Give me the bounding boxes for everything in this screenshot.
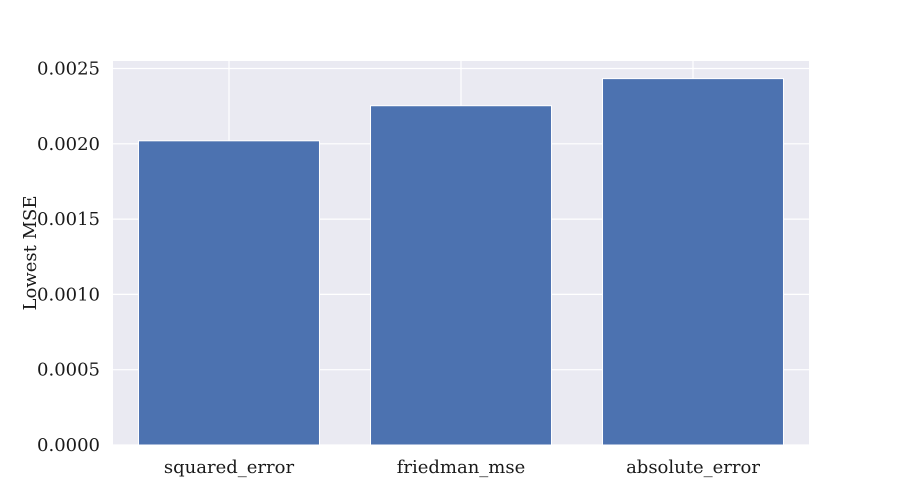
x-tick-label: squared_error bbox=[164, 457, 295, 478]
bar-squared-error bbox=[138, 140, 320, 446]
y-tick-label: 0.0000 bbox=[37, 435, 100, 456]
x-tick-label: friedman_mse bbox=[397, 457, 526, 478]
x-tick-label: absolute_error bbox=[626, 457, 760, 478]
bar-absolute-error bbox=[602, 78, 784, 446]
y-tick-label: 0.0005 bbox=[37, 360, 100, 381]
bars bbox=[138, 78, 784, 446]
y-tick-label: 0.0020 bbox=[37, 134, 100, 155]
y-tick-label: 0.0010 bbox=[37, 284, 100, 305]
y-tick-label: 0.0015 bbox=[37, 209, 100, 230]
y-tick-labels: 0.0000 0.0005 0.0010 0.0015 0.0020 0.0025 bbox=[37, 59, 100, 456]
bar-friedman-mse bbox=[370, 105, 552, 446]
x-tick-labels: squared_error friedman_mse absolute_error bbox=[164, 457, 760, 478]
y-tick-label: 0.0025 bbox=[37, 59, 100, 80]
y-axis-label: Lowest MSE bbox=[20, 196, 41, 311]
